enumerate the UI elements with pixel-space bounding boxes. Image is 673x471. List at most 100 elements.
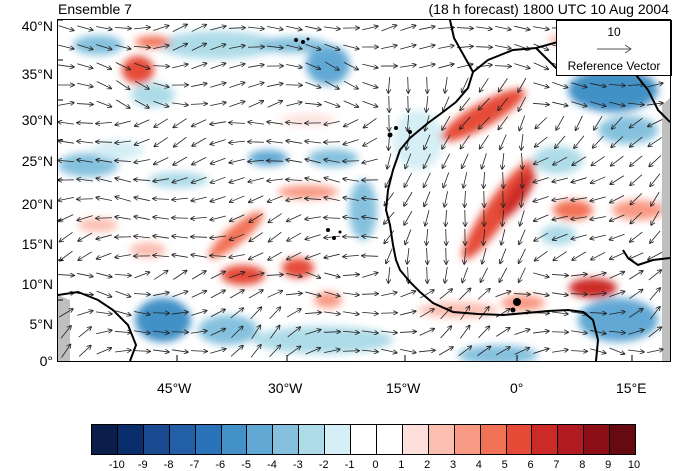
wind-arrow [172,291,187,298]
wind-arrow [191,331,207,333]
wind-arrow [305,103,321,105]
wind-arrow [400,45,415,50]
wind-arrow [499,267,508,282]
wind-arrow [153,350,169,352]
wind-arrow [267,122,283,124]
wind-arrow [519,248,526,263]
wind-arrow [210,63,225,70]
wind-arrow [647,83,663,88]
wind-arrow [589,313,606,314]
wind-arrow [96,26,112,30]
wind-arrow [324,236,340,238]
wind-arrow [503,171,504,188]
wind-arrow [58,309,73,318]
wind-arrow [483,171,484,188]
wind-arrow [629,309,642,318]
wind-arrow [210,271,225,279]
wind-arrow [590,234,606,239]
wind-arrow [173,118,187,128]
wind-arrow [424,153,431,168]
wind-arrow [343,217,359,219]
wind-arrow [58,275,74,276]
wind-arrow [343,44,358,49]
wind-arrow [172,198,188,200]
wind-arrow [96,44,111,50]
wind-arrow [386,248,393,264]
wind-arrow [514,329,529,336]
wind-arrow [192,119,207,127]
wind-arrow [465,190,466,207]
wind-arrow [648,270,661,281]
wind-arrow [251,325,261,339]
wind-arrow [250,345,261,358]
wind-arrow [609,347,625,354]
wind-arrow [286,293,302,295]
wind-arrow [533,331,549,333]
wind-arrow [229,123,246,124]
wind-arrow [172,350,188,352]
map-panel [58,20,670,361]
wind-arrow [590,101,605,107]
wind-arrow [552,101,568,106]
wind-arrow [445,267,448,283]
wind-arrow [590,348,605,353]
wind-arrow [438,347,453,356]
wind-arrow [134,197,150,202]
wind-arrow [459,288,470,300]
wind-arrow [571,274,587,276]
wind-arrow [96,160,112,163]
wind-arrow [610,175,624,184]
islands [294,37,521,313]
wind-arrow [590,273,605,278]
wind-arrow [154,118,169,127]
wind-arrow [305,62,321,69]
wind-arrow [77,160,93,163]
wind-arrow [269,307,281,320]
wind-arrow [494,66,511,67]
wind-arrow [115,290,130,296]
wind-arrow [286,44,302,49]
wind-arrow [268,251,283,260]
wind-arrow [153,199,170,200]
wind-arrow [77,123,94,124]
colorbar-box [584,425,611,454]
wind-arrow [535,117,548,129]
wind-arrow [77,311,92,316]
wind-arrow [364,117,377,127]
wind-arrow [324,349,340,354]
wind-arrow [286,122,303,124]
wind-arrow [574,135,585,148]
colorbar-tick-label: 4 [475,459,482,471]
wind-arrow [388,266,390,283]
wind-arrow [133,294,150,295]
wind-arrow [266,275,283,276]
wind-arrow [228,28,245,29]
wind-arrow [426,96,428,112]
wind-arrow [153,292,169,296]
wind-arrow [342,331,359,333]
wind-arrow [96,348,112,355]
wind-arrow [476,27,492,29]
colorbar-tick-label: 7 [553,459,560,471]
wind-arrow [231,326,242,338]
wind-arrow [210,329,225,336]
colorbar-tick-label: -2 [318,459,329,471]
wind-arrow [210,83,225,88]
wind-arrow [406,134,411,150]
colorbar-tick-label: 1 [398,459,405,471]
wind-arrow [267,161,284,162]
wind-arrow [210,196,226,201]
wind-arrow [248,83,263,88]
wind-arrow [115,62,130,69]
wind-arrow [362,26,378,31]
wind-arrow [442,134,451,149]
wind-arrow [248,273,264,278]
wind-arrow [495,347,510,356]
wind-arrow [591,176,606,183]
wind-arrow [287,214,302,222]
wind-arrow [76,104,93,105]
wind-arrow [630,117,643,128]
wind-arrow [210,309,225,318]
wind-arrow [534,157,549,165]
wind-arrow [648,327,662,338]
